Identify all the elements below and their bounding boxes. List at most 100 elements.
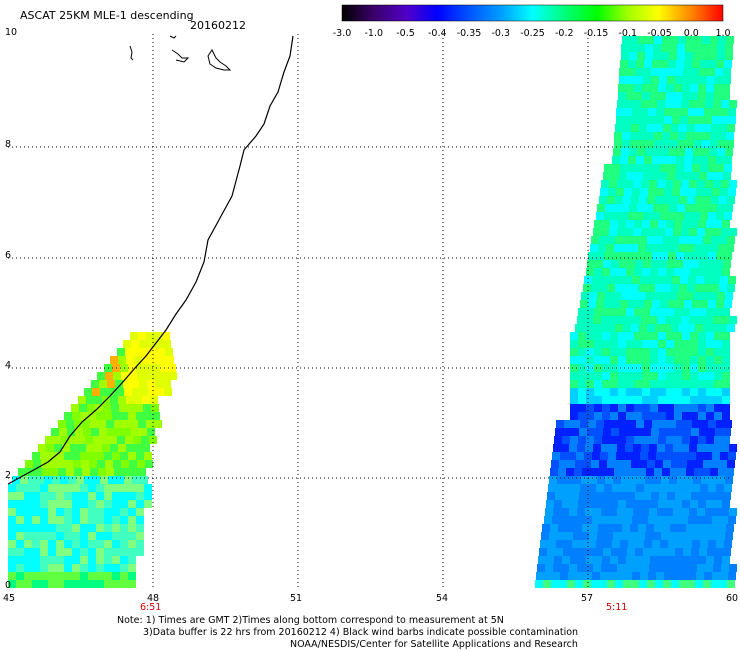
wind-cell	[128, 556, 136, 564]
wind-cell	[668, 420, 676, 428]
wind-cell	[574, 524, 582, 532]
wind-cell	[644, 156, 652, 164]
wind-cell	[608, 276, 616, 284]
wind-cell	[680, 516, 688, 524]
wind-cell	[631, 124, 639, 132]
wind-cell	[610, 412, 618, 420]
wind-cell	[707, 548, 715, 556]
wind-cell	[93, 436, 101, 444]
wind-cell	[689, 100, 697, 108]
wind-cell	[581, 476, 589, 484]
wind-cell	[658, 372, 666, 380]
wind-cell	[712, 276, 720, 284]
wind-cell	[715, 260, 723, 268]
wind-cell	[57, 460, 65, 468]
wind-cell	[120, 508, 128, 516]
wind-cell	[64, 532, 72, 540]
wind-cell	[688, 516, 696, 524]
wind-cell	[96, 492, 104, 500]
wind-cell	[637, 292, 645, 300]
wind-cell	[129, 460, 137, 468]
wind-cell	[718, 36, 726, 44]
wind-cell	[623, 460, 631, 468]
wind-cell	[613, 148, 621, 156]
wind-cell	[666, 412, 674, 420]
wind-cell	[545, 508, 553, 516]
wind-cell	[659, 492, 667, 500]
wind-cell	[84, 476, 92, 484]
wind-cell	[638, 140, 646, 148]
wind-cell	[120, 556, 128, 564]
wind-cell	[645, 532, 653, 540]
wind-cell	[712, 108, 720, 116]
wind-cell	[601, 228, 609, 236]
wind-cell	[688, 452, 696, 460]
wind-cell	[621, 476, 629, 484]
wind-cell	[678, 36, 686, 44]
wind-cell	[676, 300, 684, 308]
wind-cell	[720, 452, 728, 460]
wind-cell	[693, 44, 701, 52]
wind-cell	[703, 460, 711, 468]
wind-cell	[656, 116, 664, 124]
wind-cell	[137, 372, 145, 380]
wind-cell	[580, 300, 588, 308]
wind-cell	[669, 52, 677, 60]
wind-cell	[719, 196, 727, 204]
wind-cell	[651, 76, 659, 84]
wind-cell	[95, 404, 103, 412]
wind-cell	[674, 356, 682, 364]
wind-cell	[651, 260, 659, 268]
wind-cell	[685, 532, 693, 540]
wind-cell	[581, 532, 589, 540]
wind-cell	[24, 580, 32, 588]
wind-cell	[665, 228, 673, 236]
wind-cell	[88, 452, 96, 460]
wind-cell	[588, 540, 596, 548]
wind-cell	[704, 452, 712, 460]
wind-cell	[728, 572, 736, 580]
wind-cell	[64, 508, 72, 516]
wind-cell	[96, 548, 104, 556]
wind-cell	[712, 572, 720, 580]
wind-cell	[612, 164, 620, 172]
wind-cell	[711, 460, 719, 468]
wind-cell	[618, 380, 626, 388]
wind-cell	[133, 348, 141, 356]
wind-cell	[678, 244, 686, 252]
wind-cell	[163, 380, 171, 388]
wind-cell	[625, 508, 633, 516]
wind-cell	[58, 468, 66, 476]
wind-cell	[560, 516, 568, 524]
wind-cell	[606, 468, 614, 476]
wind-cell	[668, 212, 676, 220]
wind-cell	[661, 532, 669, 540]
wind-cell	[722, 340, 730, 348]
wind-cell	[718, 244, 726, 252]
wind-cell	[686, 140, 694, 148]
wind-cell	[671, 460, 679, 468]
wind-cell	[721, 444, 729, 452]
wind-cell	[662, 132, 670, 140]
wind-cell	[572, 540, 580, 548]
wind-cell	[596, 252, 604, 260]
wind-cell	[685, 148, 693, 156]
wind-cell	[680, 276, 688, 284]
wind-cell	[666, 364, 674, 372]
wind-cell	[596, 484, 604, 492]
wind-cell	[578, 412, 586, 420]
wind-cell	[603, 428, 611, 436]
wind-cell	[706, 356, 714, 364]
wind-cell	[682, 220, 690, 228]
wind-cell	[714, 356, 722, 364]
x-tick-label: 60	[726, 593, 739, 604]
wind-cell	[92, 388, 100, 396]
wind-cell	[580, 540, 588, 548]
wind-cell	[674, 380, 682, 388]
wind-cell	[96, 556, 104, 564]
wind-cell	[32, 564, 40, 572]
wind-cell	[585, 508, 593, 516]
wind-cell	[658, 412, 666, 420]
wind-cell	[658, 404, 666, 412]
wind-cell	[677, 476, 685, 484]
